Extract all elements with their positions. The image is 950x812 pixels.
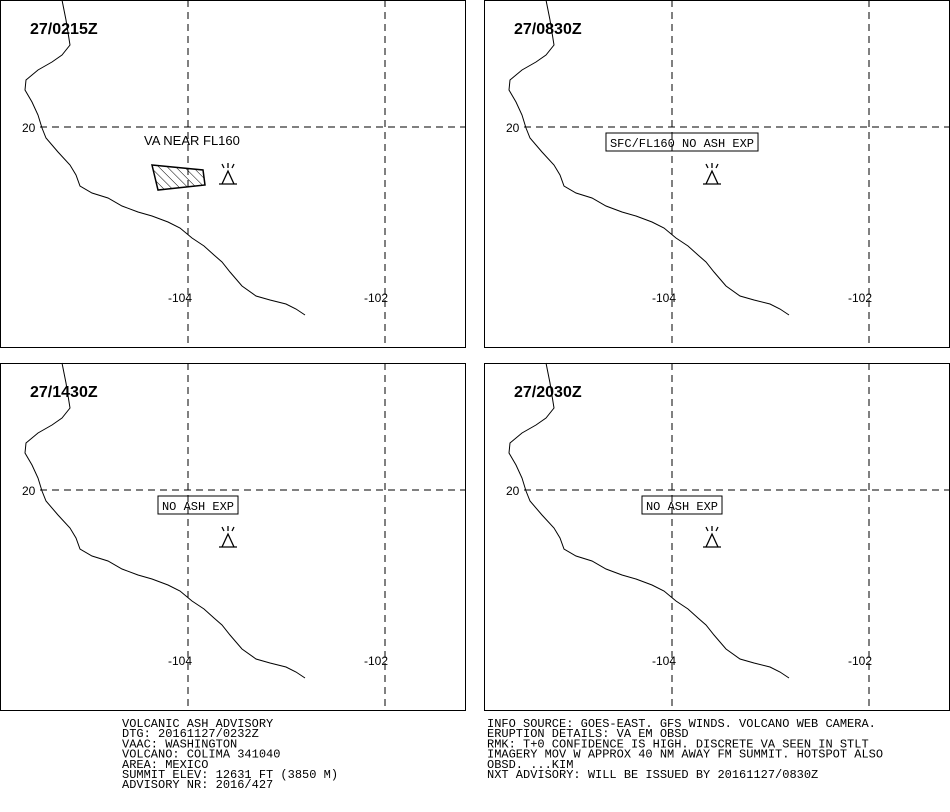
panel-frame [0,363,466,711]
advisory-line: IMAGERY MOV W APPROX 40 NM AWAY FM SUMMI… [487,748,883,762]
volcano-symbol [219,163,237,185]
coastline [24,0,306,316]
map-panel: 27/1430Z 20 -104 -102 NO ASH EXP [0,362,466,711]
annotation-box [157,495,239,515]
advisory-line: RMK: T+0 CONFIDENCE IS HIGH. DISCRETE VA… [487,737,869,751]
panel-frame [484,0,950,348]
ash-area [151,164,206,191]
advisory-line: DTG: 20161127/0232Z [122,727,259,741]
annotation: NO ASH EXP [162,500,234,514]
lat-label: 20 [506,121,520,135]
panel-frame [484,363,950,711]
advisory-line: NXT ADVISORY: WILL BE ISSUED BY 20161127… [487,768,818,782]
advisory-line: AREA: MEXICO [122,758,208,772]
lat-label: 20 [22,121,36,135]
lon-label: -102 [848,654,872,668]
advisory-line: ERUPTION DETAILS: VA EM OBSD [487,727,689,741]
coastline [508,362,790,679]
annotation-box [605,132,759,152]
lon-label: -102 [364,291,388,305]
annotation: NO ASH EXP [646,500,718,514]
volcano-symbol [703,526,721,548]
map-panel: 27/2030Z 20 -104 -102 NO ASH EXP [484,362,950,711]
valid-time: 27/0215Z [30,21,98,38]
advisory-line: VAAC: WASHINGTON [122,737,237,751]
lat-label: 20 [22,484,36,498]
lon-label: -102 [364,654,388,668]
lon-label: -102 [848,291,872,305]
map-panel: 27/0215Z 20 -104 -102 VA NEAR FL160 [0,0,466,348]
advisory-line: SUMMIT ELEV: 12631 FT (3850 M) [122,768,338,782]
coastline [508,0,790,316]
valid-time: 27/1430Z [30,384,98,401]
advisory-line: VOLCANO: COLIMA 341040 [122,748,280,762]
map-panel: 27/0830Z 20 -104 -102 SFC/FL160 NO ASH EXP [484,0,950,348]
advisory-line: INFO SOURCE: GOES-EAST. GFS WINDS. VOLCA… [487,717,876,731]
lat-label: 20 [506,484,520,498]
volcano-symbol [219,526,237,548]
annotation-box [641,495,723,515]
advisory-line: OBSD. ...KIM [487,758,573,772]
panel-frame [0,0,466,348]
volcano-symbol [703,163,721,185]
advisory-line: ADVISORY NR: 2016/427 [122,778,273,792]
valid-time: 27/0830Z [514,21,582,38]
lon-label: -104 [652,654,676,668]
annotation: SFC/FL160 NO ASH EXP [610,137,754,151]
valid-time: 27/2030Z [514,384,582,401]
lon-label: -104 [168,654,192,668]
annotation: VA NEAR FL160 [144,133,240,148]
lon-label: -104 [652,291,676,305]
lon-label: -104 [168,291,192,305]
coastline [24,362,306,679]
advisory-line: VOLCANIC ASH ADVISORY [122,717,273,731]
